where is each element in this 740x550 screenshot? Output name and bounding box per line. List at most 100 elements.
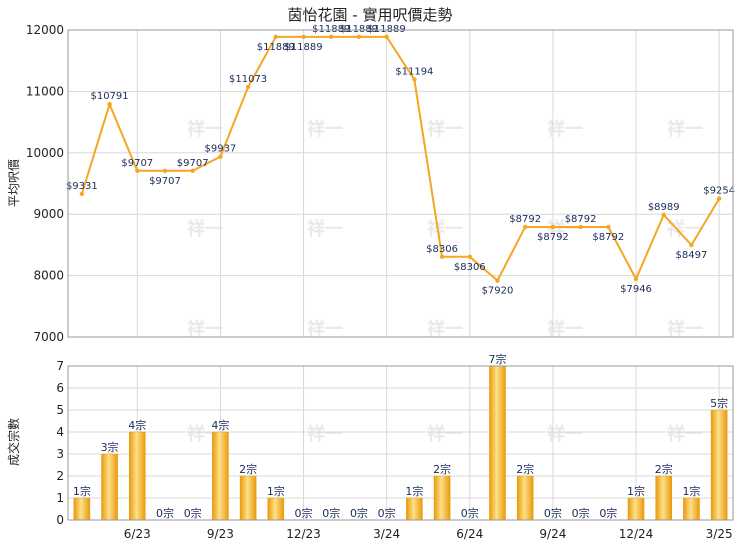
price-point — [550, 224, 556, 230]
watermark: 祥一 — [187, 218, 223, 240]
price-data-label: $8306 — [454, 262, 486, 273]
price-point — [522, 224, 528, 230]
transaction-bar — [73, 497, 91, 521]
price-data-label: $9937 — [204, 144, 236, 155]
price-data-label: $7946 — [620, 284, 652, 295]
count-data-label: 1宗 — [267, 484, 285, 498]
count-data-label: 0宗 — [156, 506, 174, 520]
count-axis-title: 成交宗數 — [6, 418, 21, 466]
price-point — [606, 224, 611, 230]
transaction-bar — [433, 475, 451, 521]
count-tick-label: 0 — [56, 513, 64, 527]
price-data-label: $8989 — [648, 202, 680, 213]
count-tick-label: 2 — [56, 469, 64, 483]
watermark: 祥一 — [307, 118, 343, 140]
price-point — [495, 278, 500, 283]
price-point — [384, 34, 389, 40]
count-data-label: 0宗 — [461, 506, 479, 520]
watermark: 祥一 — [667, 423, 703, 445]
count-tick-label: 6 — [56, 381, 64, 395]
count-tick-label: 5 — [56, 403, 64, 417]
price-data-label: $9254 — [703, 186, 735, 197]
price-data-label: $8792 — [592, 232, 624, 243]
price-tick-label: 9000 — [33, 207, 64, 221]
transaction-bar — [489, 365, 506, 521]
transaction-bar — [212, 431, 229, 521]
price-point — [716, 196, 722, 201]
x-tick-label: 6/23 — [124, 527, 151, 541]
count-data-label: 3宗 — [101, 440, 119, 454]
price-tick-label: 10000 — [26, 146, 64, 160]
count-data-label: 0宗 — [544, 506, 562, 520]
count-data-label: 0宗 — [184, 506, 202, 520]
price-data-label: $9707 — [121, 158, 153, 169]
watermark: 祥一 — [427, 318, 463, 340]
count-data-label: 0宗 — [350, 506, 368, 520]
count-tick-label: 4 — [56, 425, 64, 439]
watermark: 祥一 — [427, 118, 463, 140]
price-point — [190, 168, 195, 173]
x-tick-label: 3/25 — [706, 527, 733, 541]
price-point — [273, 34, 279, 40]
count-data-label: 0宗 — [599, 506, 617, 520]
price-point — [329, 34, 334, 40]
transaction-bar — [516, 475, 534, 521]
x-tick-label: 6/24 — [456, 527, 483, 541]
x-tick-label: 3/24 — [373, 527, 400, 541]
price-line — [79, 34, 722, 283]
price-point — [689, 242, 694, 248]
watermark: 祥一 — [547, 118, 583, 140]
count-data-label: 0宗 — [572, 506, 590, 520]
price-data-label: $10791 — [90, 91, 128, 102]
price-point — [412, 77, 417, 82]
data-labels: $9331 $10791 $9707 $9707 $9707 $9937 $11073 $11… — [66, 24, 735, 520]
count-data-label: 4宗 — [128, 418, 146, 432]
count-plot-frame — [67, 365, 734, 521]
watermark: 祥一 — [547, 318, 583, 340]
count-tick-label: 7 — [56, 359, 64, 373]
watermark: 祥一 — [187, 118, 223, 140]
count-tick-label: 1 — [56, 491, 64, 505]
count-data-label: 0宗 — [378, 506, 396, 520]
count-data-label: 4宗 — [211, 418, 229, 432]
transaction-bar — [627, 497, 645, 521]
price-point — [107, 102, 112, 107]
price-data-label: $11889 — [368, 24, 406, 35]
price-point — [661, 212, 666, 218]
count-data-label: 2宗 — [516, 462, 534, 476]
price-data-label: $11194 — [395, 66, 433, 77]
price-plot-frame — [67, 29, 734, 338]
x-tick-label: 9/23 — [207, 527, 234, 541]
price-point — [578, 224, 583, 230]
count-data-label: 5宗 — [710, 396, 728, 410]
count-data-label: 1宗 — [682, 484, 700, 498]
watermark: 祥一 — [307, 218, 343, 240]
watermark: 祥一 — [547, 218, 583, 240]
watermark: 祥一 — [667, 218, 703, 240]
transaction-bar — [406, 497, 423, 521]
transaction-bar — [128, 431, 146, 521]
chart-title: 茵怡花園 - 實用呎價走勢 — [288, 6, 453, 24]
watermark: 祥一 — [187, 318, 223, 340]
axes: 7000 8000 9000 10000 11000 12000 0 1 2 3 4 5 6 7 6/23 9… — [26, 23, 734, 541]
transaction-bar — [101, 453, 118, 521]
price-data-label: $11889 — [284, 42, 322, 53]
watermark: 祥一 — [427, 423, 463, 445]
count-data-label: 0宗 — [295, 506, 313, 520]
x-tick-label: 9/24 — [539, 527, 566, 541]
price-point — [218, 154, 223, 159]
price-data-label: $8792 — [509, 214, 541, 225]
watermark: 祥一 — [667, 118, 703, 140]
price-data-label: $11889 — [312, 24, 350, 35]
price-point — [162, 168, 168, 173]
price-point — [356, 34, 362, 40]
price-data-label: $8306 — [426, 244, 458, 255]
count-data-label: 2宗 — [239, 462, 257, 476]
transaction-bar — [655, 475, 673, 521]
price-point — [135, 168, 140, 173]
watermark: 祥一 — [667, 318, 703, 340]
x-tick-label: 12/24 — [619, 527, 654, 541]
x-tick-label: 12/23 — [286, 527, 321, 541]
